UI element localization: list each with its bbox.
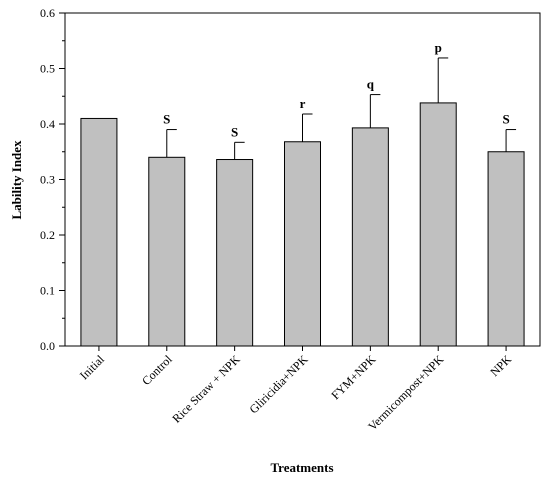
bar	[419, 102, 457, 347]
bar	[80, 117, 118, 347]
significance-labels-group: S Sr q p S	[163, 40, 510, 139]
x-tick-label: Rice Straw + NPK	[169, 352, 243, 426]
x-tick-label: Initial	[77, 352, 108, 383]
bar	[351, 127, 389, 347]
bar	[284, 141, 321, 347]
y-tick-label: 0.5	[40, 62, 55, 76]
x-tick-label: NPK	[487, 352, 514, 379]
y-tick-label: 0.0	[40, 339, 55, 353]
y-axis-title: Lability Index	[9, 140, 24, 220]
y-tick-label: 0.2	[40, 228, 55, 242]
significance-label: S	[231, 124, 238, 139]
significance-label: S	[163, 112, 170, 127]
error-bars-group	[166, 57, 517, 160]
y-tick-label: 0.1	[40, 284, 55, 298]
significance-label: p	[435, 40, 442, 55]
x-tick-label: FYM+NPK	[328, 352, 378, 402]
x-tick-label: Gliricidia+NPK	[246, 352, 310, 416]
y-tick-label: 0.4	[40, 117, 55, 131]
x-tick-label: Vermicompost+NPK	[365, 352, 446, 433]
x-tick-label: Control	[139, 352, 175, 388]
y-tick-label: 0.3	[40, 173, 55, 187]
significance-label: S	[502, 112, 509, 127]
bar	[148, 156, 186, 347]
bar	[487, 151, 525, 347]
y-tick-label: 0.6	[40, 6, 55, 20]
bar	[216, 159, 254, 347]
y-axis-ticks: 0.0 0.1 0.2 0.3 0.4 0.5 0.6	[40, 6, 65, 353]
x-axis-title: Treatments	[270, 460, 333, 475]
significance-label: r	[300, 96, 306, 111]
significance-label: q	[367, 77, 375, 92]
